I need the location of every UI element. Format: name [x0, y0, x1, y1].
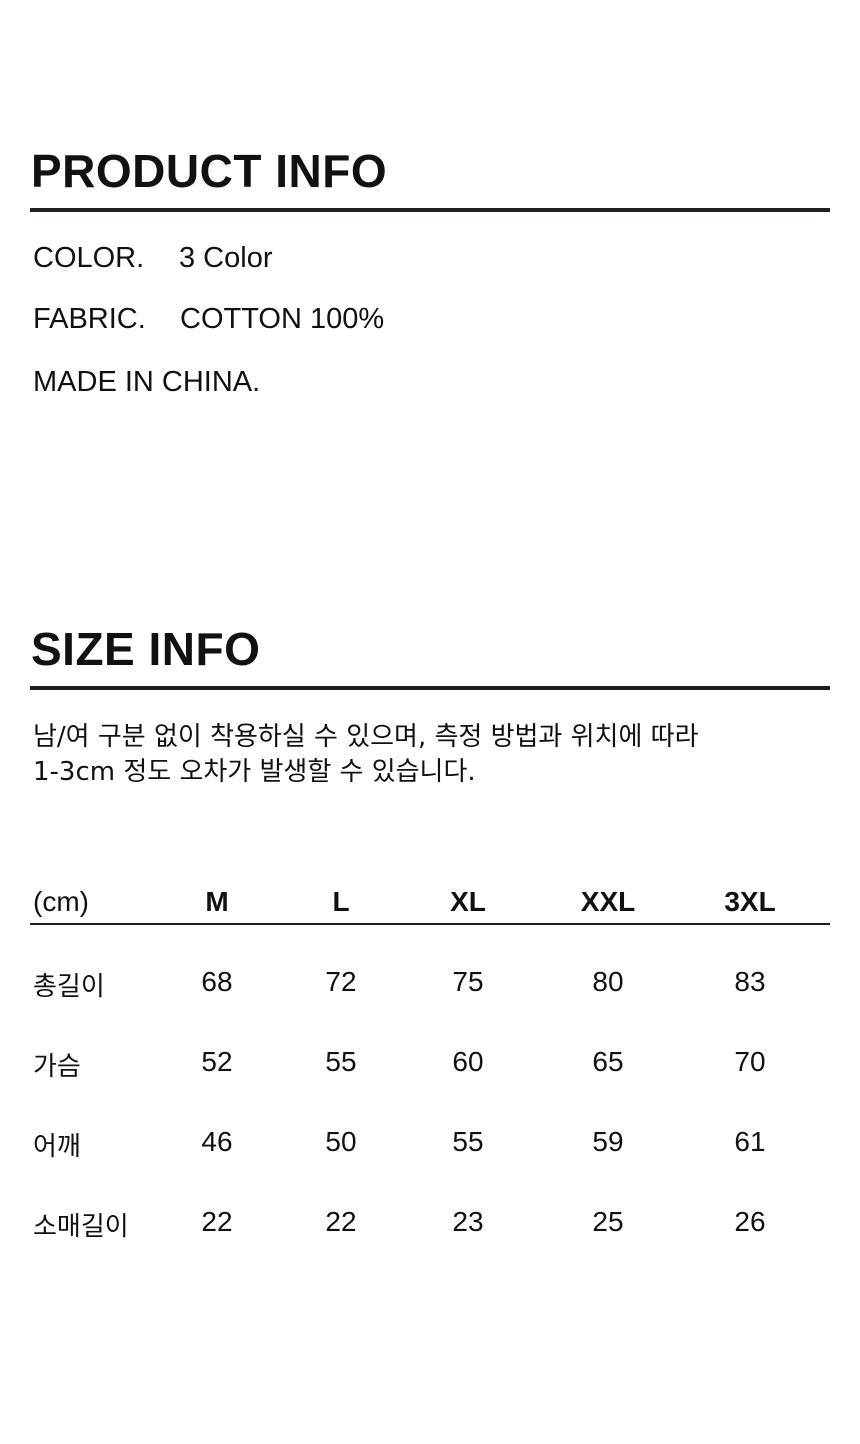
table-cell: 60	[452, 1046, 484, 1077]
product-info-title: PRODUCT INFO	[31, 145, 388, 197]
table-cell: 61	[734, 1126, 766, 1157]
table-cell: 65	[592, 1046, 624, 1077]
table-cell: 23	[452, 1206, 484, 1237]
table-header-cell: (cm)	[33, 886, 89, 917]
table-cell: 59	[592, 1126, 624, 1157]
color-row: COLOR. 3 Color	[33, 242, 273, 275]
table-cell: 75	[452, 966, 484, 997]
table-cell: 22	[201, 1206, 233, 1237]
table-header-cell: 3XL	[724, 886, 776, 917]
table-cell: 가슴	[33, 1052, 81, 1082]
table-header-cell: XL	[450, 886, 486, 917]
size-note-line: 1-3cm 정도 오차가 발생할 수 있습니다.	[33, 757, 476, 787]
table-header-rule	[30, 923, 830, 925]
table-header-cell: XXL	[580, 886, 636, 917]
table-cell: 22	[325, 1206, 357, 1237]
table-header-cell: M	[205, 886, 229, 917]
table-cell: 52	[201, 1046, 233, 1077]
table-cell: 70	[734, 1046, 766, 1077]
table-cell: 72	[325, 966, 357, 997]
divider	[30, 208, 830, 212]
table-cell: 26	[734, 1206, 766, 1237]
divider	[30, 686, 830, 690]
table-cell: 68	[201, 966, 233, 997]
origin: MADE IN CHINA.	[33, 366, 261, 398]
table-cell: 25	[592, 1206, 624, 1237]
table-cell: 소매길이	[33, 1212, 129, 1242]
table-cell: 총길이	[33, 972, 105, 1002]
fabric-value: COTTON 100%	[180, 303, 385, 335]
table-cell: 50	[325, 1126, 357, 1157]
table-cell: 55	[452, 1126, 484, 1157]
table-cell: 어깨	[33, 1132, 81, 1162]
table-cell: 80	[592, 966, 624, 997]
table-header-cell: L	[332, 886, 350, 917]
color-value: 3 Color	[179, 242, 273, 274]
size-info-title: SIZE INFO	[31, 623, 261, 675]
table-cell: 55	[325, 1046, 357, 1077]
fabric-row: FABRIC. COTTON 100%	[33, 303, 384, 336]
table-cell: 46	[201, 1126, 233, 1157]
color-label: COLOR.	[33, 242, 145, 274]
size-note: 남/여 구분 없이 착용하실 수 있으며, 측정 방법과 위치에 따라 1-3c…	[33, 720, 699, 790]
table-cell: 83	[734, 966, 766, 997]
fabric-label: FABRIC.	[33, 303, 146, 335]
size-note-line: 남/여 구분 없이 착용하실 수 있으며, 측정 방법과 위치에 따라	[33, 722, 699, 752]
